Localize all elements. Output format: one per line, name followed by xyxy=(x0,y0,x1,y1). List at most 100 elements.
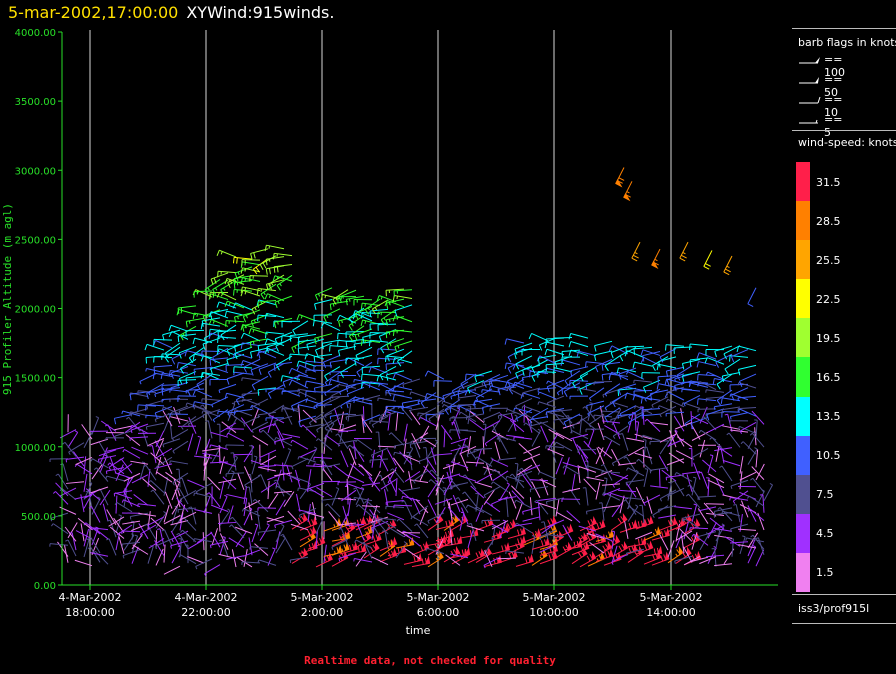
wind-barb xyxy=(74,559,93,567)
wind-barb xyxy=(722,425,741,430)
wind-barb xyxy=(170,381,189,391)
wind-barb xyxy=(634,452,653,459)
wind-barb xyxy=(358,464,373,480)
wind-barb xyxy=(697,373,717,381)
wind-barb xyxy=(368,339,389,347)
wind-barb xyxy=(212,347,229,363)
wind-barb xyxy=(64,526,77,542)
wind-barb xyxy=(314,412,333,423)
wind-barb xyxy=(88,506,101,523)
wind-barb xyxy=(170,530,181,547)
wind-barb xyxy=(563,457,570,475)
wind-barb xyxy=(724,536,741,547)
wind-barb xyxy=(49,458,69,463)
wind-barb xyxy=(450,437,469,445)
wind-barb xyxy=(595,481,601,500)
wind-barb xyxy=(249,338,269,348)
wind-barb xyxy=(179,511,197,521)
wind-barb xyxy=(368,521,381,538)
wind-barb xyxy=(484,420,501,430)
wind-barb xyxy=(300,424,317,438)
wind-barb xyxy=(643,494,661,506)
wind-barb xyxy=(537,391,557,400)
x-tick-date: 4-Mar-2002 xyxy=(175,591,238,604)
wind-barb xyxy=(90,458,109,469)
wind-barb xyxy=(681,381,701,386)
wind-barb xyxy=(254,543,269,556)
wind-barb xyxy=(272,423,285,441)
wind-barb xyxy=(634,433,653,440)
wind-barb xyxy=(386,526,405,538)
wind-barb xyxy=(521,405,541,413)
wind-barb xyxy=(618,489,637,493)
wind-barb xyxy=(178,538,182,557)
wind-barb xyxy=(169,413,189,418)
wind-barb xyxy=(599,502,605,521)
wind-barb xyxy=(666,458,685,466)
wind-barb xyxy=(68,442,85,455)
wind-barb xyxy=(560,359,581,366)
wind-barb xyxy=(296,364,317,373)
wind-barb xyxy=(233,366,253,373)
wind-barb xyxy=(342,505,349,524)
wind-barb xyxy=(59,487,77,497)
wind-barb xyxy=(515,397,533,409)
wind-barb xyxy=(97,488,109,506)
wind-barb xyxy=(164,457,173,475)
wind-barb xyxy=(427,439,439,457)
wind-barb xyxy=(520,392,541,399)
wind-barb xyxy=(393,441,413,450)
wind-barb xyxy=(481,403,501,414)
wind-barb xyxy=(490,481,509,493)
wind-barb xyxy=(187,414,205,428)
barb-legend-title: barb flags in knots xyxy=(798,36,896,49)
wind-barb xyxy=(509,419,525,433)
wind-barb xyxy=(529,479,549,482)
wind-barb xyxy=(138,523,149,540)
wind-barb xyxy=(562,465,581,476)
wind-barb xyxy=(67,522,78,539)
wind-barb xyxy=(187,479,205,488)
wind-barb xyxy=(203,495,211,514)
wind-barb xyxy=(514,522,533,527)
wind-barb xyxy=(531,407,549,420)
wind-barb xyxy=(217,336,237,343)
wind-barb xyxy=(587,519,606,533)
wind-barb xyxy=(283,472,301,482)
wind-barb xyxy=(643,439,647,458)
wind-barb xyxy=(384,409,405,416)
wind-barb xyxy=(490,374,509,387)
wind-barb xyxy=(275,499,286,516)
wind-barb xyxy=(723,255,733,276)
wind-barb xyxy=(572,437,581,455)
wind-barb xyxy=(161,529,173,547)
wind-barb xyxy=(553,409,573,415)
wind-barb xyxy=(578,414,583,434)
wind-barb xyxy=(609,401,629,408)
speed-colorbar: 31.5 28.5 25.5 22.5 19.5 16.5 13.5 10.5 7.5 4.5 1.… xyxy=(796,162,841,593)
wind-barb xyxy=(644,418,661,432)
wind-barb xyxy=(402,403,421,412)
wind-barb xyxy=(209,444,229,450)
wind-barb xyxy=(530,456,541,473)
wind-barb xyxy=(209,378,229,386)
wind-barb xyxy=(321,339,341,350)
wind-barb xyxy=(449,526,453,545)
wind-barb xyxy=(689,357,709,366)
wind-barb xyxy=(311,502,317,520)
wind-barb xyxy=(188,506,197,525)
wind-barb xyxy=(544,348,565,356)
wind-barb xyxy=(650,485,669,489)
wind-barb xyxy=(713,403,733,410)
wind-barb xyxy=(716,445,733,457)
wind-barb xyxy=(747,505,757,522)
wind-barb xyxy=(267,384,285,399)
y-axis-label: 915 Profiler Altitude (m agl) xyxy=(1,203,14,395)
wind-barb xyxy=(572,373,589,389)
wind-barb xyxy=(123,475,135,492)
wind-barb xyxy=(313,365,333,372)
wind-barb xyxy=(114,425,133,431)
wind-barb xyxy=(196,532,213,544)
wind-barb xyxy=(232,302,253,311)
wind-barb xyxy=(259,523,270,541)
